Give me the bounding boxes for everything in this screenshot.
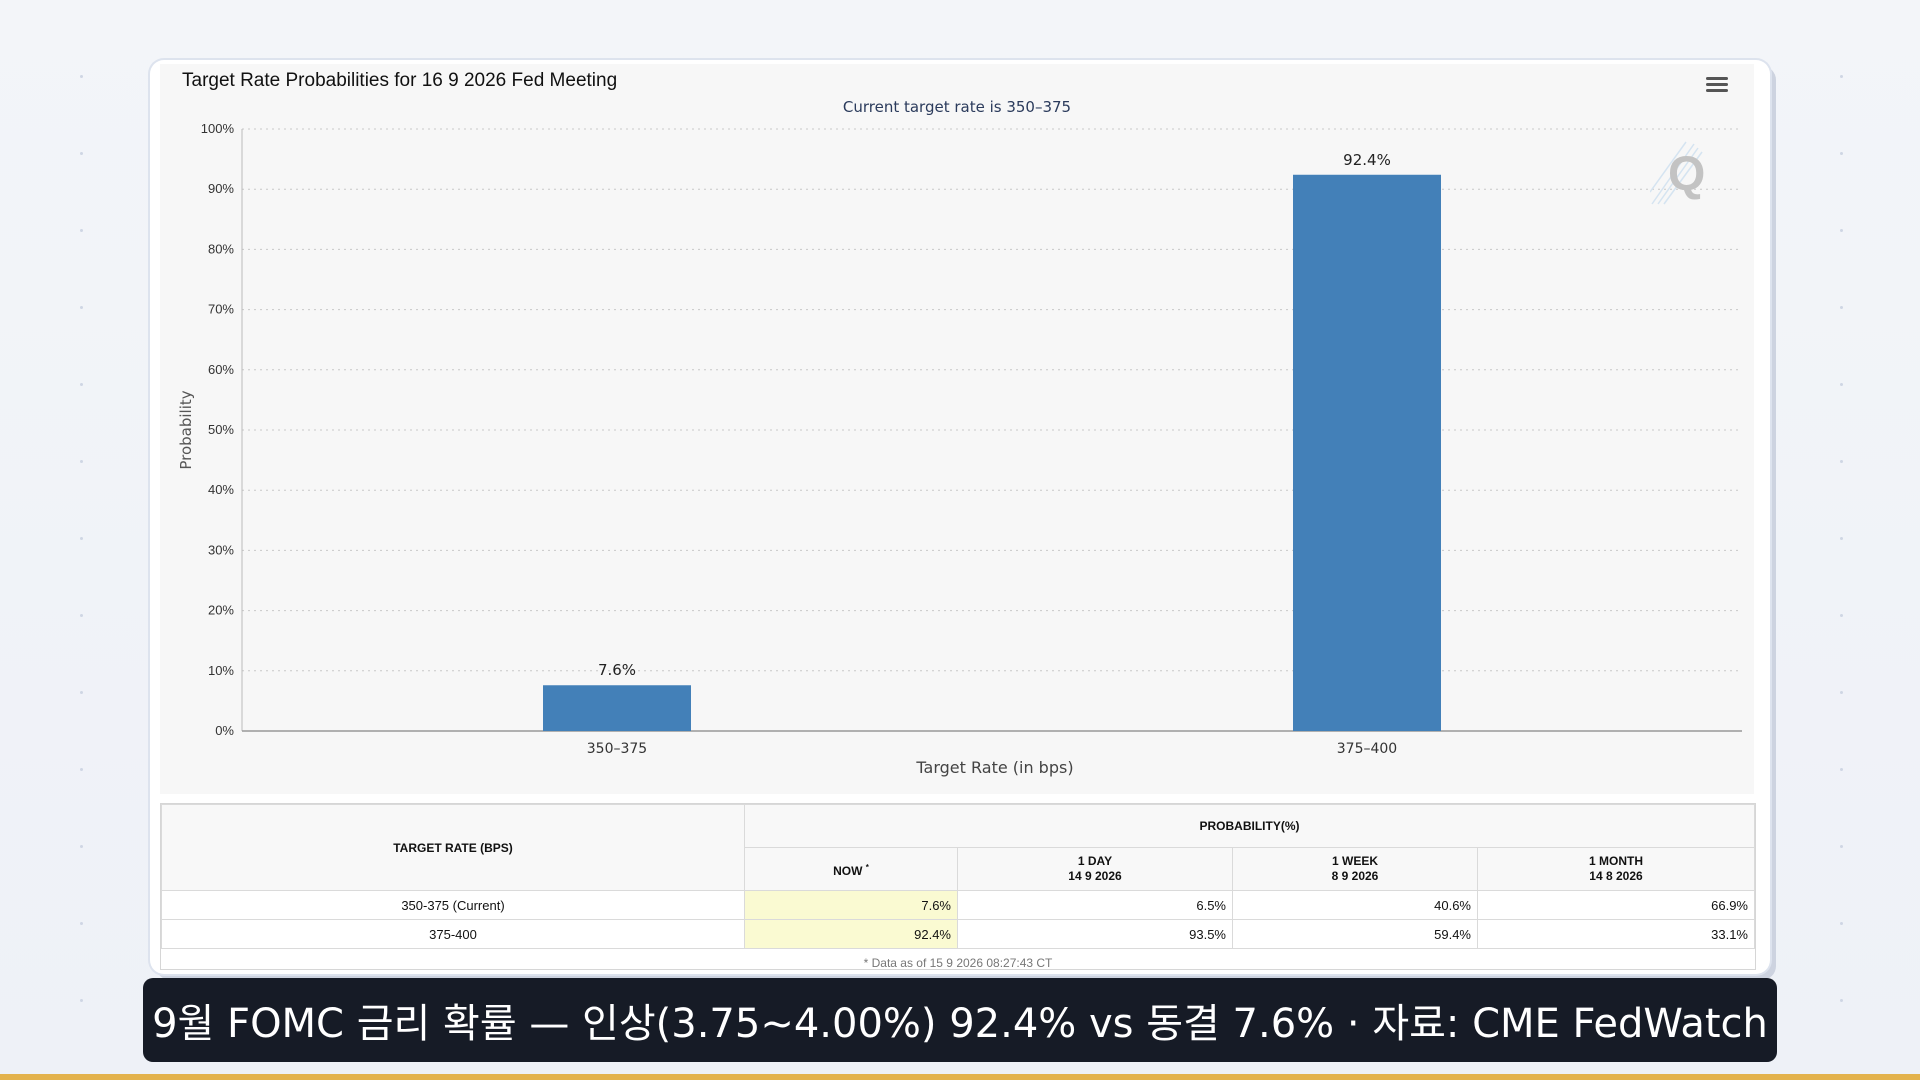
y-tick-label: 50% — [208, 422, 234, 437]
bar — [1293, 174, 1441, 731]
month-cell: 66.9% — [1477, 890, 1755, 920]
chart-panel: Current target rate is 350–375 0% 10% 20% 30… — [160, 64, 1754, 794]
y-tick-label: 20% — [208, 603, 234, 618]
data-label: 92.4% — [1343, 151, 1391, 169]
data-label: 7.6% — [598, 661, 636, 679]
y-axis-title: Probability — [177, 390, 195, 469]
y-tick-label: 60% — [208, 362, 234, 377]
data-timestamp-note: * Data as of 15 9 2026 08:27:43 CT — [863, 956, 1053, 970]
now-cell: 7.6% — [744, 890, 958, 920]
bar — [543, 685, 691, 731]
y-tick-label: 30% — [208, 542, 234, 557]
bar-chart: Current target rate is 350–375 0% 10% 20% 30… — [177, 98, 1742, 777]
y-tick-label: 10% — [208, 663, 234, 678]
rate-cell: 350-375 (Current) — [161, 890, 745, 920]
y-tick-label: 40% — [208, 482, 234, 497]
now-cell: 92.4% — [744, 919, 958, 949]
chart-title: Target Rate Probabilities for 16 9 2026 … — [182, 70, 618, 91]
y-tick-label: 100% — [201, 121, 235, 136]
x-tick-label: 350–375 — [587, 741, 647, 757]
rate-header: TARGET RATE (BPS) — [161, 804, 745, 891]
logo-letter: Q — [1668, 148, 1705, 201]
one-month-header: 1 MONTH 14 8 2026 — [1477, 847, 1755, 891]
day-cell: 6.5% — [957, 890, 1233, 920]
table-row: 350-375 (Current) 7.6% 6.5% 40.6% 66.9% — [161, 890, 1755, 920]
week-cell: 40.6% — [1232, 890, 1478, 920]
one-day-header: 1 DAY 14 9 2026 — [957, 847, 1233, 891]
y-tick-label: 80% — [208, 241, 234, 256]
x-tick-label: 375–400 — [1337, 741, 1397, 757]
x-axis-title: Target Rate (in bps) — [915, 758, 1073, 777]
one-week-header: 1 WEEK 8 9 2026 — [1232, 847, 1478, 891]
rate-cell: 375-400 — [161, 919, 745, 949]
probability-table: TARGET RATE (BPS) PROBABILITY(%) NOW * 1… — [160, 803, 1756, 970]
bottom-accent-bar — [0, 1074, 1920, 1080]
week-cell: 59.4% — [1232, 919, 1478, 949]
probability-header: PROBABILITY(%) — [744, 804, 1755, 848]
chart-card: Current target rate is 350–375 0% 10% 20% 30… — [150, 60, 1770, 974]
y-tick-label: 90% — [208, 181, 234, 196]
chart-subtitle: Current target rate is 350–375 — [843, 98, 1071, 116]
menu-icon[interactable] — [1706, 74, 1728, 94]
caption-banner: 9월 FOMC 금리 확률 — 인상(3.75~4.00%) 92.4% vs … — [143, 978, 1777, 1062]
quikstrike-logo: Q — [1650, 141, 1705, 205]
month-cell: 33.1% — [1477, 919, 1755, 949]
table-row: 375-400 92.4% 93.5% 59.4% 33.1% — [161, 919, 1755, 949]
y-tick-label: 0% — [215, 723, 234, 738]
now-header: NOW * — [744, 847, 958, 891]
day-cell: 93.5% — [957, 919, 1233, 949]
y-tick-label: 70% — [208, 302, 234, 317]
